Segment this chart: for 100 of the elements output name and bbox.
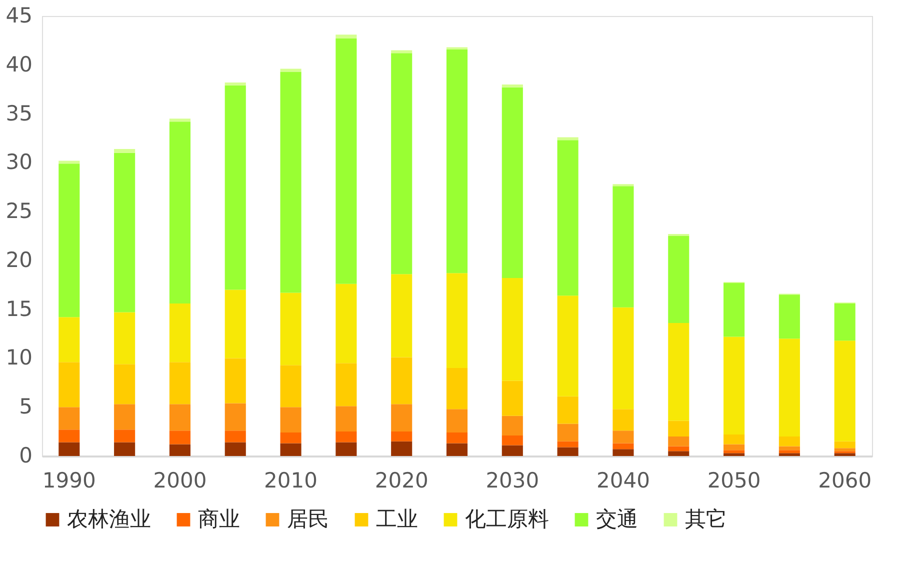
y-tick-label: 30 [6, 150, 32, 174]
legend-label: 化工原料 [465, 506, 549, 531]
bar [391, 50, 412, 54]
bar [612, 449, 634, 456]
bar [114, 404, 136, 430]
bar [58, 362, 80, 408]
bar [778, 453, 800, 456]
bar [446, 432, 468, 444]
bar [834, 453, 856, 456]
legend-label: 工业 [376, 506, 418, 531]
bar [224, 442, 246, 456]
bar [169, 122, 190, 304]
bar [557, 447, 578, 456]
bar [446, 273, 468, 368]
legend-label: 商业 [198, 506, 240, 531]
bar [224, 82, 246, 86]
bar [668, 451, 690, 456]
bar [724, 453, 745, 456]
bar [834, 340, 856, 442]
bar [224, 85, 246, 290]
bar [778, 294, 800, 339]
bar [502, 445, 523, 456]
bar [224, 290, 246, 358]
x-tick-label: 2020 [374, 468, 428, 492]
bar [169, 430, 190, 444]
bar [114, 152, 136, 312]
bar [612, 307, 634, 410]
x-tick-label: 2030 [486, 468, 540, 492]
bar [668, 420, 690, 436]
bar [336, 432, 357, 442]
bar [280, 443, 302, 456]
bar [612, 409, 634, 431]
bar [58, 317, 80, 362]
bar [502, 416, 523, 436]
bar [391, 441, 412, 456]
bar [446, 409, 468, 433]
bar [169, 444, 190, 456]
bar [391, 357, 412, 404]
legend-label: 居民 [287, 506, 329, 531]
bar [668, 236, 690, 324]
bar [446, 49, 468, 274]
bar [169, 404, 190, 431]
bar [391, 404, 412, 432]
bar [114, 430, 136, 442]
bar [724, 282, 745, 337]
legend-label: 交通 [596, 506, 638, 531]
bar [612, 186, 634, 308]
bar [724, 444, 745, 450]
x-tick-label: 2010 [264, 468, 318, 492]
bar [58, 430, 80, 442]
bar [336, 284, 357, 364]
bar [336, 38, 357, 284]
bar [58, 442, 80, 456]
bar [224, 358, 246, 404]
x-tick-label: 1990 [42, 468, 96, 492]
bar [724, 336, 745, 434]
bar [58, 160, 80, 164]
bar [724, 434, 745, 444]
bar [224, 430, 246, 442]
bar [834, 448, 856, 452]
bar [502, 435, 523, 446]
y-tick-label: 10 [6, 346, 32, 370]
y-tick-label: 40 [6, 52, 32, 76]
bar [336, 34, 357, 38]
legend-label: 农林渔业 [67, 506, 151, 531]
bar [557, 396, 578, 424]
bar [778, 436, 800, 446]
bar [834, 441, 856, 448]
y-tick-label: 45 [6, 4, 32, 28]
bar [391, 274, 412, 358]
bar [724, 450, 745, 454]
bar [280, 72, 302, 293]
bar [169, 362, 190, 404]
bar [58, 407, 80, 430]
bar [169, 303, 190, 362]
x-tick-label: 2040 [596, 468, 650, 492]
bar [834, 303, 856, 341]
bar [557, 424, 578, 442]
bar [224, 403, 246, 431]
x-tick-label: 2060 [818, 468, 872, 492]
bar [557, 137, 578, 140]
y-tick-label: 35 [6, 101, 32, 126]
x-tick-label: 2050 [707, 468, 761, 492]
legend-label: 其它 [685, 506, 727, 531]
bar [280, 432, 302, 444]
y-tick-label: 20 [6, 248, 32, 272]
bar [557, 441, 578, 448]
bar [668, 446, 690, 452]
bar [169, 118, 190, 122]
y-tick-label: 15 [6, 296, 32, 321]
bar [668, 436, 690, 446]
bar [446, 443, 468, 456]
bar [336, 442, 357, 456]
bar [502, 380, 523, 416]
x-tick-label: 2000 [153, 468, 207, 492]
bar [612, 430, 634, 444]
y-tick-label: 25 [6, 199, 32, 224]
bar [280, 407, 302, 433]
bar [502, 87, 523, 278]
bar [391, 432, 412, 442]
